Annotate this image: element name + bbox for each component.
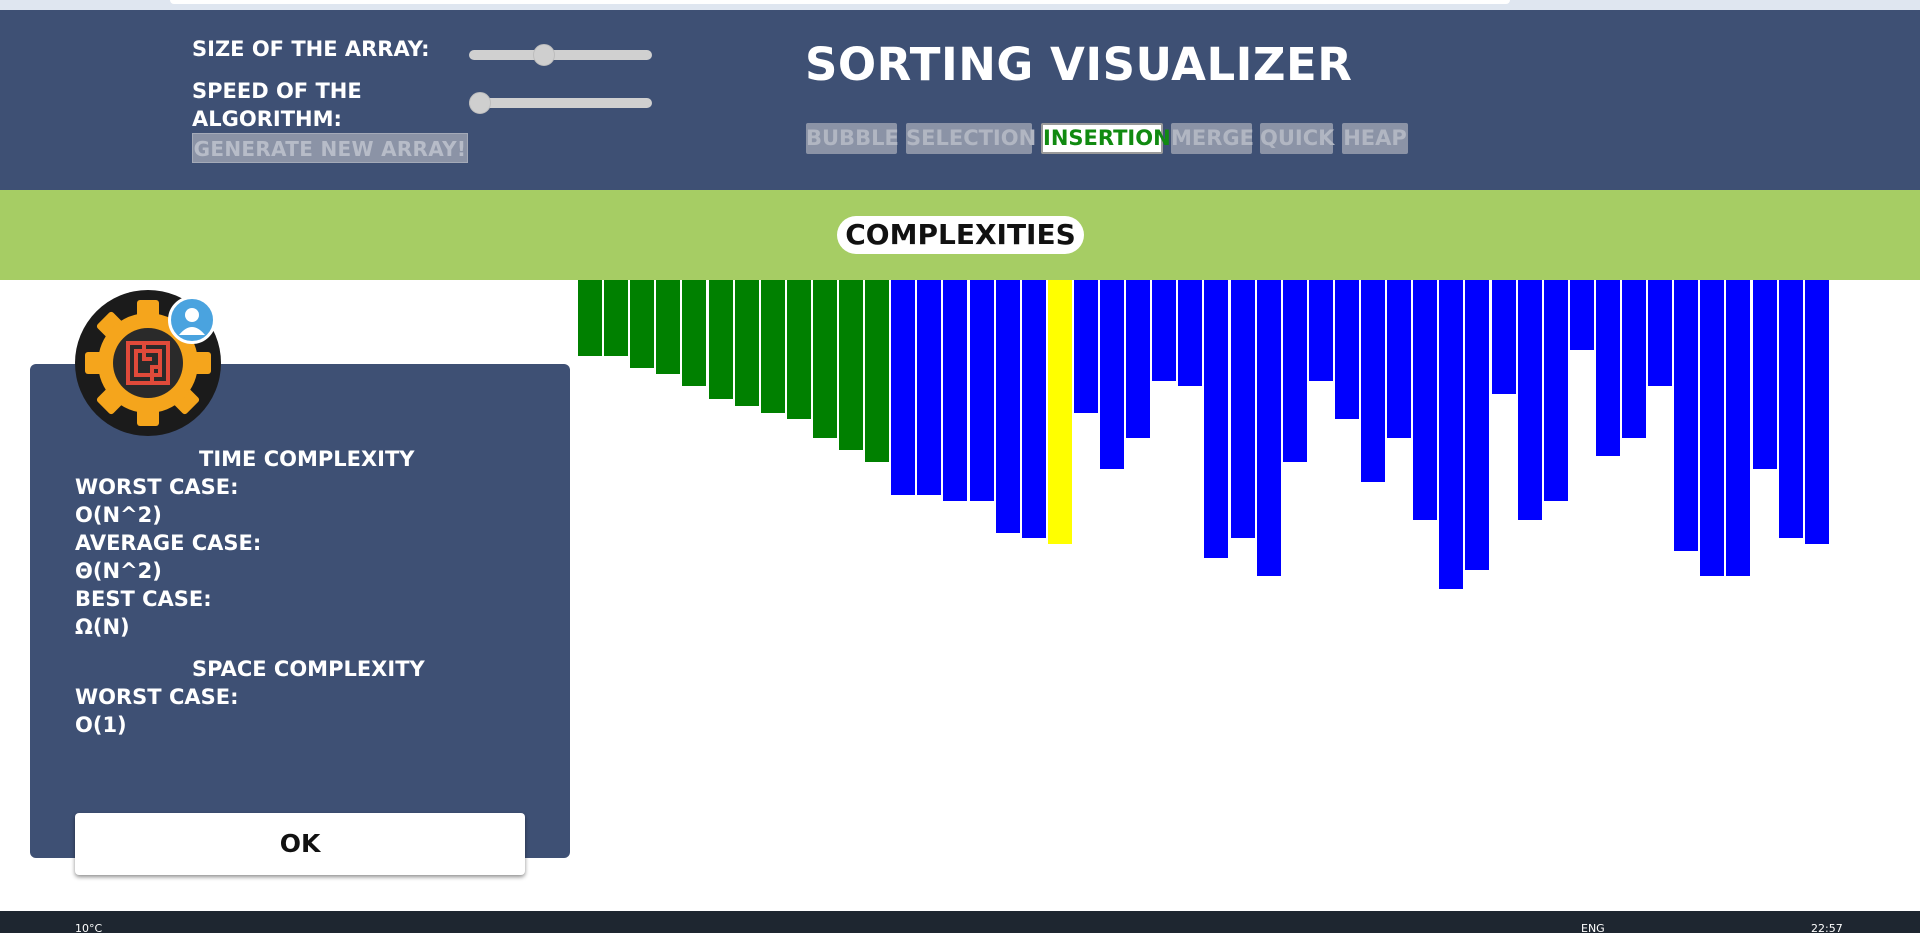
array-bar (1074, 280, 1098, 413)
array-bar (813, 280, 837, 438)
array-bar (1726, 280, 1750, 576)
size-label: SIZE OF THE ARRAY: (192, 37, 430, 61)
taskbar: 10°C ENG 22:57 (0, 911, 1920, 935)
array-bar (1126, 280, 1150, 438)
user-avatar-icon[interactable] (168, 296, 216, 344)
array-bar (1231, 280, 1255, 538)
array-bar (682, 280, 706, 386)
array-bar (839, 280, 863, 450)
speed-slider[interactable] (469, 92, 652, 114)
array-bar (1152, 280, 1176, 381)
array-bar (709, 280, 733, 399)
array-bar (1283, 280, 1307, 462)
size-slider-thumb[interactable] (533, 44, 556, 66)
array-bar (1465, 280, 1489, 570)
array-bar (1439, 280, 1463, 589)
time-best-value: Ω(N) (75, 615, 130, 639)
space-worst-label: WORST CASE: (75, 685, 239, 709)
space-complexity-heading: SPACE COMPLEXITY (192, 657, 425, 681)
array-bar (1570, 280, 1594, 350)
array-bar (1361, 280, 1385, 482)
time-best-label: BEST CASE: (75, 587, 212, 611)
complexities-label: COMPLEXITIES (837, 216, 1084, 254)
ok-button[interactable]: OK (75, 813, 525, 875)
algo-insertion-button[interactable]: INSERTION (1041, 123, 1171, 154)
array-bar (1674, 280, 1698, 551)
algo-merge-button[interactable]: MERGE (1171, 123, 1254, 154)
array-bar (891, 280, 915, 495)
array-bar (943, 280, 967, 501)
array-bar (1387, 280, 1411, 438)
array-bar (787, 280, 811, 419)
array-bar (1309, 280, 1333, 381)
array-bar (1022, 280, 1046, 538)
array-bar (1257, 280, 1281, 576)
speed-label-line2: ALGORITHM: (192, 107, 342, 131)
array-bar (1805, 280, 1829, 544)
array-bar (1648, 280, 1672, 386)
array-bar (1622, 280, 1646, 438)
array-bar (1492, 280, 1516, 394)
generate-array-button[interactable]: GENERATE NEW ARRAY! (192, 133, 468, 163)
array-bar (1100, 280, 1124, 469)
weather-text[interactable]: 10°C (75, 922, 103, 935)
language-indicator[interactable]: ENG (1581, 922, 1605, 935)
array-bar (1178, 280, 1202, 386)
algo-bubble-button[interactable]: BUBBLE (806, 123, 899, 154)
array-bar (578, 280, 602, 356)
algo-heap-button[interactable]: HEAP (1342, 123, 1408, 154)
time-worst-value: O(N^2) (75, 503, 162, 527)
algo-selection-button[interactable]: SELECTION (906, 123, 1036, 154)
array-bar (1544, 280, 1568, 501)
array-bar (970, 280, 994, 501)
array-bar (1518, 280, 1542, 520)
array-bar (1779, 280, 1803, 538)
speed-label-line1: SPEED OF THE (192, 79, 362, 103)
array-bar (630, 280, 654, 368)
array-bar (1413, 280, 1437, 520)
array-bar (1048, 280, 1072, 544)
array-bar (1753, 280, 1777, 469)
browser-address-strip (0, 0, 1920, 10)
size-slider[interactable] (469, 44, 652, 66)
array-bar (1700, 280, 1724, 576)
time-average-label: AVERAGE CASE: (75, 531, 262, 555)
array-bar (761, 280, 785, 413)
address-bar-edge[interactable] (170, 0, 1510, 4)
array-bar (917, 280, 941, 495)
speed-slider-thumb[interactable] (469, 92, 491, 114)
clock-text[interactable]: 22:57 (1811, 922, 1843, 935)
array-bar (735, 280, 759, 406)
time-worst-label: WORST CASE: (75, 475, 239, 499)
time-complexity-heading: TIME COMPLEXITY (199, 447, 415, 471)
array-bars (578, 280, 1920, 610)
array-bar (1596, 280, 1620, 456)
array-bar (865, 280, 889, 462)
page-title: SORTING VISUALIZER (805, 38, 1353, 91)
array-bar (656, 280, 680, 374)
array-bar (996, 280, 1020, 533)
array-bar (1204, 280, 1228, 558)
time-average-value: Θ(N^2) (75, 559, 162, 583)
array-bar (604, 280, 628, 356)
algo-quick-button[interactable]: QUICK (1260, 123, 1334, 154)
complexity-modal (30, 364, 570, 858)
space-worst-value: O(1) (75, 713, 127, 737)
array-bar (1335, 280, 1359, 419)
